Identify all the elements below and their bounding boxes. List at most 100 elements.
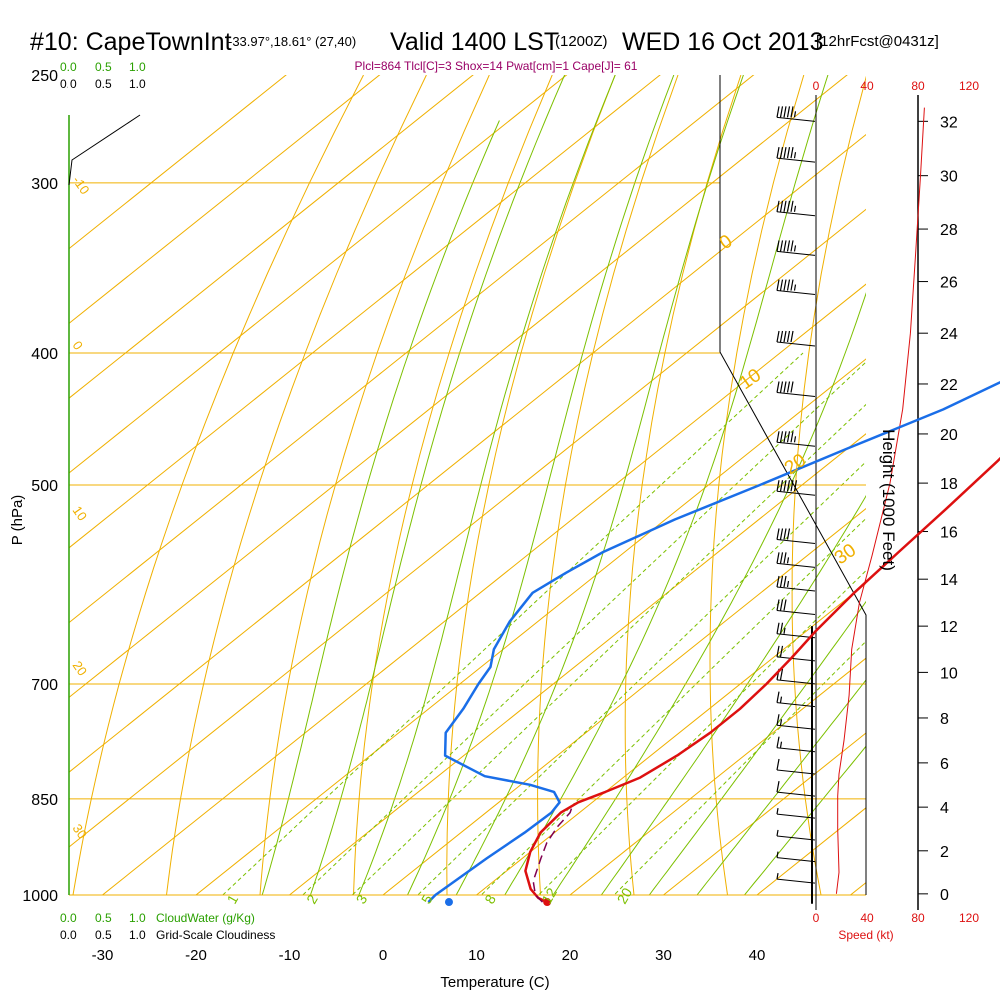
mixing-ratio-label: 12 bbox=[538, 885, 560, 907]
barb-half-feather bbox=[793, 245, 797, 252]
barb-feather bbox=[783, 381, 787, 393]
wind-barb bbox=[776, 106, 816, 122]
x-tick-label: 20 bbox=[562, 947, 579, 964]
barb-feather bbox=[779, 330, 784, 343]
barb-feather bbox=[776, 599, 780, 611]
cloud-tick-top-1: 0.5 bbox=[95, 60, 112, 74]
barb-staff bbox=[776, 835, 816, 841]
barb-feather bbox=[779, 279, 784, 291]
barb-staff bbox=[776, 116, 816, 122]
barb-feather bbox=[776, 431, 780, 443]
barb-feather bbox=[790, 147, 794, 159]
x-tick-label: 40 bbox=[749, 947, 766, 964]
wind-barb bbox=[776, 829, 816, 841]
barb-feather bbox=[790, 200, 794, 212]
mixing-ratio-labels: 1 2 3 5 8 12 20 bbox=[223, 885, 635, 907]
surface-temperature-dot bbox=[543, 898, 552, 907]
moist-adiabat-line bbox=[696, 679, 866, 895]
barb-feather bbox=[786, 106, 791, 118]
height-tick-label: 0 bbox=[940, 887, 949, 904]
x-tick-label: -30 bbox=[92, 947, 114, 964]
barb-feather bbox=[783, 106, 787, 118]
barb-feather bbox=[790, 480, 794, 492]
barb-feather bbox=[779, 668, 784, 680]
barb-half-feather bbox=[779, 741, 783, 748]
barb-feather bbox=[779, 240, 784, 252]
barb-half-feather bbox=[779, 719, 783, 726]
barb-feather bbox=[790, 279, 794, 291]
height-tick-label: 10 bbox=[940, 665, 958, 682]
speed-tick-bottom-0: 0 bbox=[813, 911, 820, 925]
barb-feather bbox=[776, 480, 780, 492]
height-tick-label: 2 bbox=[940, 844, 949, 861]
barb-staff bbox=[776, 290, 816, 296]
isotherm-line bbox=[195, 358, 866, 895]
barb-feather bbox=[786, 147, 791, 159]
barb-feather bbox=[783, 480, 787, 492]
speed-tick-top-2: 80 bbox=[911, 79, 925, 93]
height-tick-label: 30 bbox=[940, 169, 958, 186]
barb-half-feather bbox=[776, 808, 779, 815]
cloudiness-tick-bottom-1: 0.5 bbox=[95, 928, 112, 942]
y-tick-label: 400 bbox=[31, 346, 58, 363]
barb-half-feather bbox=[793, 111, 797, 118]
barb-feather bbox=[779, 381, 784, 393]
barb-staff bbox=[776, 609, 816, 615]
wind-barb bbox=[776, 714, 816, 730]
height-tick-label: 20 bbox=[940, 427, 958, 444]
barb-staff bbox=[776, 157, 816, 163]
speed-tick-top-3: 120 bbox=[959, 79, 979, 93]
mixing-ratio-line bbox=[222, 352, 804, 895]
cloud-tick-top-0: 0.0 bbox=[60, 60, 77, 74]
barb-feather bbox=[776, 279, 780, 291]
y-tick-label: 300 bbox=[31, 176, 58, 193]
mixing-ratio-line bbox=[302, 361, 866, 895]
isotherm-line bbox=[662, 732, 866, 895]
height-tick-label: 18 bbox=[940, 476, 958, 493]
mixing-ratio-line bbox=[613, 640, 866, 895]
theta-label-left: -10 bbox=[70, 173, 93, 197]
barb-feather bbox=[786, 381, 791, 393]
moist-adiabat-line bbox=[552, 292, 866, 895]
moist-adiabat-line bbox=[455, 75, 744, 895]
barb-staff bbox=[776, 769, 816, 775]
y-tick-label: 250 bbox=[31, 68, 58, 85]
barb-feather bbox=[779, 106, 784, 118]
barb-feather bbox=[790, 106, 794, 118]
wind-barb bbox=[776, 691, 816, 708]
height-tick-label: 26 bbox=[940, 275, 958, 292]
stability-indices: Plcl=864 Tlcl[C]=3 Shox=14 Pwat[cm]=1 Ca… bbox=[355, 59, 638, 73]
dry-adiabat-line bbox=[72, 75, 364, 895]
barb-feather bbox=[776, 147, 780, 159]
dry-adiabat-line bbox=[446, 75, 616, 895]
barb-staff bbox=[776, 392, 816, 398]
moist-adiabat-line bbox=[648, 600, 866, 895]
mixing-ratio-label: 20 bbox=[614, 885, 636, 907]
barb-feather bbox=[776, 528, 780, 540]
isobar-lines bbox=[69, 182, 866, 896]
barb-staff bbox=[776, 586, 816, 592]
theta-label-right: 10 bbox=[736, 365, 765, 394]
theta-label-right: 30 bbox=[831, 540, 860, 569]
isotherm-line bbox=[69, 208, 866, 848]
barb-feather bbox=[790, 240, 794, 252]
barb-feather bbox=[776, 736, 780, 748]
dry-adiabat-line bbox=[624, 75, 742, 895]
dry-adiabat-line bbox=[709, 75, 805, 895]
barb-feather bbox=[779, 575, 784, 588]
barb-feather bbox=[776, 645, 780, 657]
barb-feather bbox=[786, 200, 791, 212]
wind-barb bbox=[776, 552, 816, 568]
isotherm-line bbox=[101, 283, 866, 895]
x-tick-label: 10 bbox=[468, 947, 485, 964]
theta-label-left: 0 bbox=[70, 338, 86, 353]
cloud-water-scale-bottom: 0.0 0.5 1.0 CloudWater (g/Kg) 0.0 0.5 1.… bbox=[60, 911, 275, 942]
barb-staff bbox=[776, 341, 816, 347]
barb-staff bbox=[776, 656, 816, 662]
height-tick-label: 8 bbox=[940, 711, 949, 728]
barb-feather bbox=[793, 480, 798, 492]
mixing-ratio-line bbox=[351, 403, 866, 895]
station-title: #10: CapeTownInt bbox=[30, 28, 232, 56]
barb-feather bbox=[779, 480, 784, 492]
